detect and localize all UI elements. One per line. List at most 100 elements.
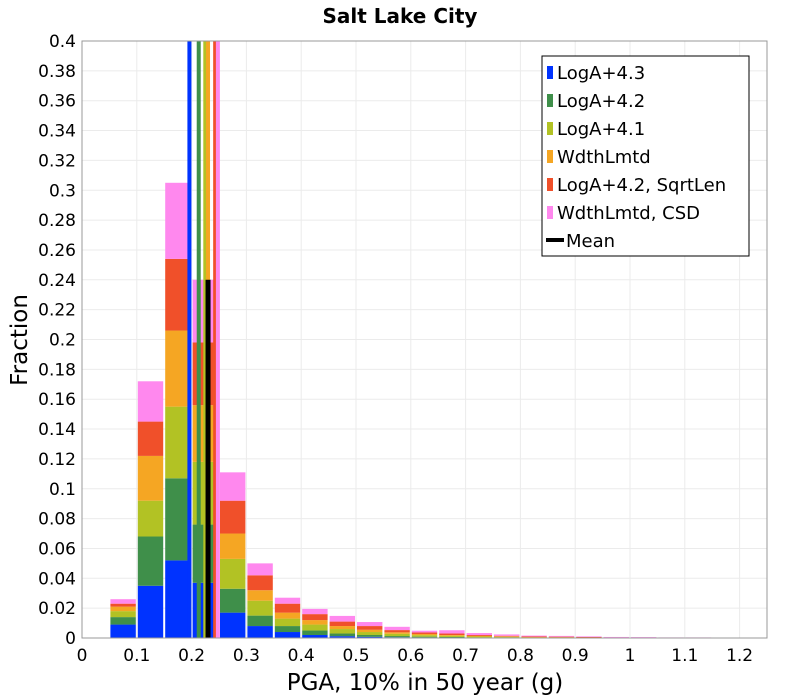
bar-segment [466,636,492,638]
bar-segment [110,617,136,625]
x-tick-label: 0.6 [397,646,424,666]
x-tick-label: 1.1 [671,646,698,666]
bar-segment [137,536,164,586]
bar-segment [384,626,410,631]
bar-segment [576,636,602,638]
bar-segment [494,635,520,637]
bar-segment [110,606,136,612]
y-tick-label: 0.2 [49,331,76,351]
y-tick-label: 0.38 [38,62,76,82]
x-tick-label: 0.1 [123,646,150,666]
legend-marker [547,66,553,79]
bar-segment [631,637,657,638]
bar-segment [220,588,246,613]
legend-marker [547,94,553,107]
plot-frame [81,40,768,639]
bar-segment [220,472,246,501]
bar-segment [548,635,575,637]
bar-segment [439,630,465,634]
x-tick-label: 0.4 [288,646,315,666]
y-tick-label: 0.18 [38,360,76,380]
y-tick-label: 0.16 [38,390,76,410]
bar-segment [603,636,629,638]
bar-segment [137,500,164,537]
bar-segment [220,612,246,638]
bar-segment [274,612,301,619]
bar-segment [357,626,383,630]
bar-segment [411,630,438,633]
legend-label: LogA+4.2 [557,91,645,112]
bar-segment [521,635,547,637]
bar-segment [466,635,492,637]
x-tick-label: 0.8 [507,646,534,666]
bar-segment [494,636,520,638]
bar-segment [110,603,136,607]
y-tick-label: 0.02 [38,599,76,619]
y-tick-label: 0.32 [38,151,76,171]
bar-segment [302,624,328,631]
y-axis-ticks: 0 0.02 0.04 0.06 0.08 0.1 0.12 0.14 0.16 0.18 0.2 0… [38,32,76,649]
x-tick-label: 0.7 [452,646,479,666]
bar-segment [302,635,328,638]
chart-title: Salt Lake City [323,4,478,28]
bar-segment [329,629,355,634]
bar-segment [439,633,465,636]
bar-segment [165,330,191,407]
y-tick-label: 0.26 [38,241,76,261]
bar-segment [274,618,301,627]
bar-segment [247,600,273,616]
bar-segment [110,599,136,604]
y-tick-label: 0.08 [38,510,76,530]
bar-segment [411,635,438,637]
bar-segment [274,603,301,613]
bar-segment [357,635,383,637]
bar-segment [329,621,355,627]
x-tick-label: 0.5 [342,646,369,666]
bar-segment [384,633,410,637]
bar-segment [329,626,355,630]
bar-segment [274,597,301,604]
bar-segment [137,455,164,501]
y-tick-label: 0.24 [38,271,76,291]
bar-segment [110,624,136,638]
bar-segment [137,585,164,638]
bar-segment [384,630,410,633]
bar-segment [329,633,355,637]
bar-segment [411,632,438,634]
bar-segment [521,636,547,638]
bar-segment [548,636,575,638]
x-tick-label: 0.9 [562,646,589,666]
legend-label: LogA+4.2, SqrtLen [557,175,726,196]
bar-segment [247,615,273,627]
bar-segment [165,560,191,638]
bar-segment [137,381,164,422]
bar-segment [165,258,191,331]
x-tick-label: 0.2 [178,646,205,666]
bar-segment [302,630,328,636]
bar-segment [357,629,383,633]
legend-marker [547,122,553,135]
bar-segment [521,636,547,638]
y-tick-label: 0.22 [38,301,76,321]
bar-segment [494,634,520,636]
y-tick-label: 0.1 [49,480,76,500]
mean-lines [187,41,220,638]
legend-label: WdthLmtd [557,147,651,168]
bar-segment [494,636,520,637]
bar-segment [357,622,383,627]
bar-segment [165,406,191,479]
x-axis-ticks: 0 0.1 0.2 0.3 0.4 0.5 0.6 0.7 0.8 0.9 1 1.1 1.2 [77,646,754,666]
y-tick-label: 0.4 [49,32,76,52]
bar-segment [439,635,465,636]
y-tick-label: 0.3 [49,181,76,201]
bar-segment [302,614,328,621]
x-tick-label: 0 [77,646,88,666]
legend: LogA+4.3 LogA+4.2 LogA+4.1 WdthLmtd LogA+4.2… [541,55,750,257]
legend-marker [547,178,553,191]
bar-segment [411,636,438,638]
y-tick-label: 0 [65,629,76,649]
bar-segment [165,478,191,561]
legend-label: LogA+4.3 [557,63,645,84]
y-tick-label: 0.06 [38,539,76,559]
